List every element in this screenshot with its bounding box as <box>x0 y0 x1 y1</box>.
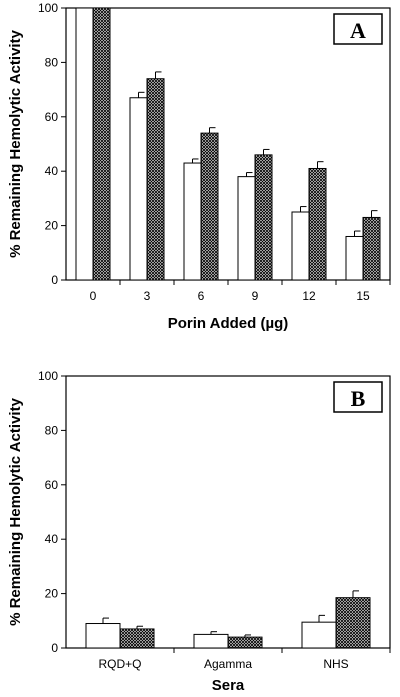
panel-b-y-tick-label: 80 <box>45 423 59 437</box>
panel-b-x-ticks: RQD+Q Agamma NHS <box>98 648 391 671</box>
panel-a-bar-open <box>183 162 202 281</box>
panel-b-bar-hatched <box>335 597 371 649</box>
panel-b-y-ticks: 0 20 40 60 80 100 <box>38 369 66 655</box>
panel-a-bar-open <box>129 97 148 281</box>
panel-a-x-tick-label: 0 <box>90 289 97 303</box>
panel-a-frame <box>65 7 391 281</box>
panel-b-x-tick-label: RQD+Q <box>98 657 141 671</box>
panel-a-bar-hatched <box>146 78 165 281</box>
panel-a-label: A <box>350 18 366 43</box>
panel-b-y-tick-label: 100 <box>38 369 58 383</box>
panel-a-x-tick-label: 3 <box>144 289 151 303</box>
panel-b-label: B <box>351 386 366 411</box>
panel-b-x-tick-label: Agamma <box>204 657 252 671</box>
panel-a-y-tick-label: 40 <box>45 164 59 178</box>
panel-b-y-tick-label: 40 <box>45 532 59 546</box>
panel-b-y-tick-label: 60 <box>45 478 59 492</box>
panel-a-bar-hatched <box>362 216 381 281</box>
panel-a-y-tick-label: 80 <box>45 55 59 69</box>
panel-a-bar-hatched <box>254 154 273 281</box>
panel-b-bars <box>85 590 371 649</box>
panel-a-bars <box>75 7 381 281</box>
panel-b-y-axis-title: % Remaining Hemolytic Activity <box>7 397 24 625</box>
panel-a-x-ticks: 0 3 6 9 12 15 <box>90 280 391 303</box>
panel-b-x-tick-label: NHS <box>323 657 348 671</box>
panel-b-x-axis-title: Sera <box>212 677 245 694</box>
panel-a: 0 20 40 60 80 100 0 3 6 9 12 15 % Remaining Hemoly… <box>7 1 391 332</box>
panel-a-bar-open <box>291 211 310 281</box>
panel-a-label-box <box>333 13 383 45</box>
panel-a-bar-open <box>75 7 94 281</box>
panel-a-bar-open <box>345 235 364 281</box>
panel-b-bar-open <box>85 623 121 649</box>
panel-a-x-tick-label: 9 <box>252 289 259 303</box>
panel-b-y-tick-label: 20 <box>45 587 59 601</box>
panel-a-y-axis-title: % Remaining Hemolytic Activity <box>7 29 24 257</box>
panel-b-bar-open <box>193 633 229 649</box>
panel-a-y-ticks: 0 20 40 60 80 100 <box>38 1 66 287</box>
panel-b-bar-hatched <box>119 628 155 649</box>
panel-b-label-box <box>333 381 383 413</box>
panel-b-bar-hatched <box>227 636 263 649</box>
panel-a-x-tick-label: 12 <box>302 289 316 303</box>
panel-b-y-tick-label: 0 <box>51 641 58 655</box>
panel-a-y-tick-label: 0 <box>51 273 58 287</box>
panel-a-y-tick-label: 100 <box>38 1 58 15</box>
panel-a-y-tick-label: 60 <box>45 110 59 124</box>
panel-b: 0 20 40 60 80 100 RQD+Q Agamma NHS % Remaining … <box>7 369 391 694</box>
panel-a-bar-open <box>237 176 256 281</box>
panel-b-bar-open <box>301 621 337 649</box>
panel-a-bar-hatched <box>308 167 327 281</box>
panel-a-x-tick-label: 15 <box>356 289 370 303</box>
panel-a-x-tick-label: 6 <box>198 289 205 303</box>
panel-a-bar-hatched <box>200 132 219 281</box>
panel-a-bar-hatched <box>92 7 111 281</box>
panel-a-x-axis-title: Porin Added (µg) <box>168 315 289 332</box>
panel-a-y-tick-label: 20 <box>45 219 59 233</box>
